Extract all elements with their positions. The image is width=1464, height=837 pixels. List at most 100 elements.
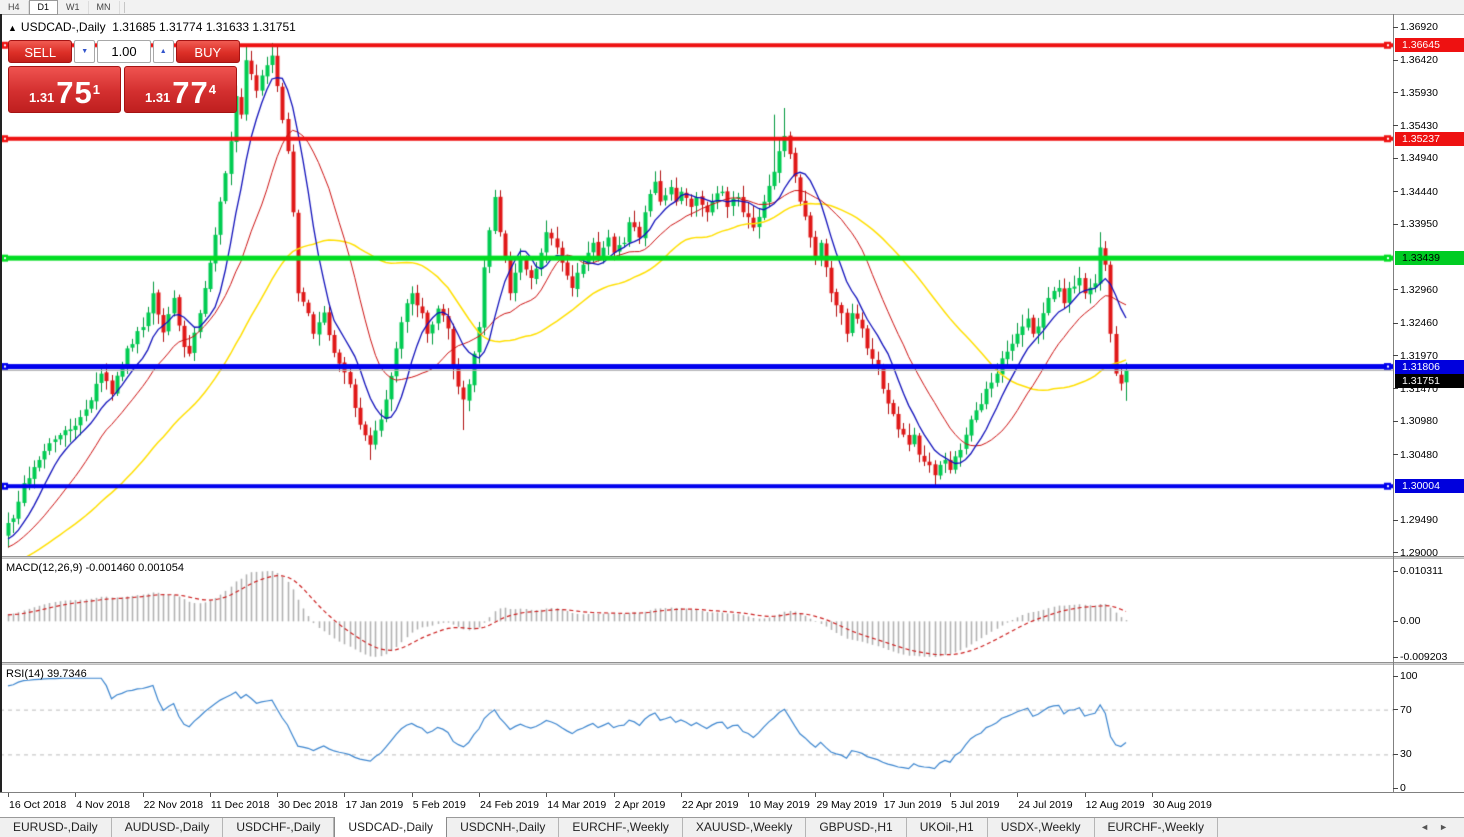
tab-gbpusd-h1[interactable]: GBPUSD-,H1 [806, 818, 907, 837]
rsi-axis-tick-mark [1393, 753, 1398, 755]
price-axis-tick: 1.30980 [1400, 415, 1438, 428]
one-click-trade-panel: SELL ▼ ▲ BUY 1.31 75 1 1.31 77 4 [8, 40, 240, 113]
tab-eurchf-weekly[interactable]: EURCHF-,Weekly [559, 818, 683, 837]
chart-left-border [0, 14, 2, 792]
tab-eurchf-weekly[interactable]: EURCHF-,Weekly [1095, 818, 1218, 837]
chart-symbol-label: USDCAD-,Daily [20, 20, 106, 34]
buy-button[interactable]: BUY [175, 40, 240, 63]
volume-decrease-button[interactable]: ▼ [74, 40, 95, 63]
date-tick-mark [1151, 793, 1153, 797]
pane-separator[interactable] [0, 556, 1464, 559]
date-tick-mark [142, 793, 144, 797]
price-axis-tick: 1.35430 [1400, 119, 1438, 132]
date-tick-mark [950, 793, 952, 797]
date-tick-mark [546, 793, 548, 797]
price-axis-tick: 1.29490 [1400, 514, 1438, 527]
date-tick-mark [344, 793, 346, 797]
date-axis-label: 24 Jul 2019 [1018, 799, 1073, 811]
price-axis-tick-mark [1393, 191, 1398, 193]
volume-increase-button[interactable]: ▲ [153, 40, 174, 63]
timeframe-button-h4[interactable]: H4 [0, 0, 29, 14]
tab-usdcnh-daily[interactable]: USDCNH-,Daily [447, 818, 560, 837]
price-axis-tick-mark [1393, 519, 1398, 521]
price-axis-border [1393, 14, 1394, 817]
price-axis-tick-mark [1393, 420, 1398, 422]
date-axis-label: 12 Aug 2019 [1085, 799, 1145, 811]
tab-usdcad-daily-active[interactable]: USDCAD-,Daily [334, 817, 448, 837]
rsi-axis-tick: 30 [1400, 748, 1412, 761]
toolbar-separator [123, 1, 125, 13]
price-level-badge: 1.35237 [1395, 131, 1464, 146]
date-axis-label: 5 Jul 2019 [951, 799, 1000, 811]
rsi-indicator-label: RSI(14) 39.7346 [6, 668, 87, 680]
rsi-axis-tick-mark [1393, 709, 1398, 711]
date-tick-mark [479, 793, 481, 797]
price-axis-tick-mark [1393, 26, 1398, 28]
price-axis-tick-mark [1393, 92, 1398, 94]
tab-eurusd-daily[interactable]: EURUSD-,Daily [0, 818, 112, 837]
buy-price-prefix: 1.31 [144, 90, 171, 105]
price-axis-tick: 1.35930 [1400, 86, 1438, 99]
price-axis-tick-mark [1393, 59, 1398, 61]
macd-axis-tick: 0.010311 [1400, 565, 1444, 577]
date-tick-mark [75, 793, 77, 797]
tab-ukoil-h1[interactable]: UKOil-,H1 [907, 818, 988, 837]
date-axis-label: 17 Jun 2019 [883, 799, 942, 811]
tab-usdx-weekly[interactable]: USDX-,Weekly [988, 818, 1095, 837]
date-axis-label: 17 Jan 2019 [345, 799, 404, 811]
date-tick-mark [209, 793, 211, 797]
price-axis-tick: 1.33950 [1400, 218, 1438, 231]
date-tick-mark [8, 793, 9, 797]
price-level-badge: 1.33439 [1395, 251, 1464, 266]
chart-tab-bar: EURUSD-,Daily AUDUSD-,Daily USDCHF-,Daily U… [0, 817, 1464, 837]
date-axis-label: 2 Apr 2019 [614, 799, 666, 811]
macd-axis-tick-mark [1393, 570, 1398, 572]
sell-button[interactable]: SELL [8, 40, 73, 63]
tab-xauusd-weekly[interactable]: XAUUSD-,Weekly [683, 818, 807, 837]
date-tick-mark [613, 793, 615, 797]
date-tick-mark [748, 793, 750, 797]
macd-indicator-label: MACD(12,26,9) -0.001460 0.001054 [6, 562, 184, 574]
tab-scroll-arrows[interactable]: ◄► [1420, 822, 1458, 832]
macd-axis-tick-mark [1393, 656, 1398, 658]
date-tick-mark [680, 793, 682, 797]
price-axis-tick-mark [1393, 223, 1398, 225]
buy-quote-panel[interactable]: 1.31 77 4 [124, 66, 237, 113]
buy-price-pip: 4 [208, 82, 217, 97]
price-axis-tick: 1.31970 [1400, 349, 1438, 362]
sell-price-pip: 1 [92, 82, 101, 97]
rsi-axis-tick-mark [1393, 787, 1398, 789]
timeframe-button-mn[interactable]: MN [89, 0, 120, 14]
sell-price-prefix: 1.31 [28, 90, 55, 105]
buy-price-big: 77 [172, 75, 209, 110]
tab-audusd-daily[interactable]: AUDUSD-,Daily [112, 818, 224, 837]
volume-input[interactable] [97, 40, 151, 63]
macd-axis-tick: 0.00 [1400, 615, 1421, 628]
date-axis-label: 30 Aug 2019 [1152, 799, 1212, 811]
price-axis-tick: 1.32460 [1400, 317, 1438, 330]
collapse-arrow-icon[interactable]: ▲ [8, 23, 17, 33]
price-level-badge: 1.30004 [1395, 479, 1464, 494]
timeframe-button-w1[interactable]: W1 [58, 0, 89, 14]
date-axis-label: 4 Nov 2018 [76, 799, 130, 811]
price-axis-tick-mark [1393, 388, 1398, 390]
macd-axis-tick-mark [1393, 620, 1398, 622]
chart-title: ▲ USDCAD-,Daily 1.31685 1.31774 1.31633 1… [8, 20, 296, 34]
rsi-axis-tick-mark [1393, 675, 1398, 677]
price-axis-tick: 1.30480 [1400, 448, 1438, 461]
timeframe-toolbar: H4 D1 W1 MN [0, 0, 1464, 15]
timeframe-button-d1[interactable]: D1 [28, 0, 59, 15]
current-price-badge: 1.31751 [1395, 374, 1464, 389]
date-axis-label: 16 Oct 2018 [9, 799, 67, 811]
tab-usdchf-daily[interactable]: USDCHF-,Daily [223, 818, 335, 837]
rsi-pane-canvas[interactable] [0, 665, 1393, 792]
price-axis-tick: 1.36920 [1400, 21, 1438, 33]
macd-pane-canvas[interactable] [0, 559, 1393, 662]
date-tick-mark [1084, 793, 1086, 797]
date-axis-label: 29 May 2019 [816, 799, 878, 811]
pane-separator[interactable] [0, 662, 1464, 665]
sell-quote-panel[interactable]: 1.31 75 1 [8, 66, 121, 113]
date-axis-label: 14 Mar 2019 [547, 799, 607, 811]
date-axis-label: 10 May 2019 [749, 799, 810, 811]
